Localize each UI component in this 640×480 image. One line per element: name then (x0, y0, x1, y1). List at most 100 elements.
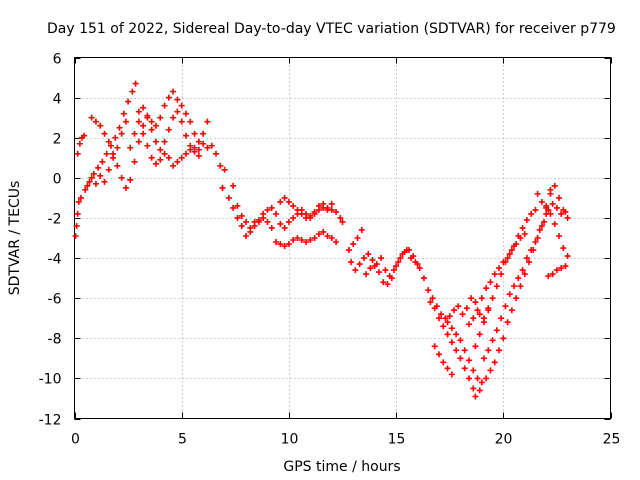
data-point (127, 176, 134, 183)
data-point (157, 114, 164, 121)
data-point (504, 255, 511, 262)
data-point (427, 299, 434, 306)
data-point (243, 232, 250, 239)
data-point (92, 180, 99, 187)
data-point (508, 247, 515, 254)
data-point (285, 241, 292, 248)
data-point (273, 210, 280, 217)
data-point (489, 337, 496, 344)
data-point (204, 144, 211, 151)
data-point (380, 279, 387, 286)
y-tick-label: -10 (39, 372, 62, 388)
data-point (560, 245, 567, 252)
data-point (277, 220, 284, 227)
data-point (526, 259, 533, 266)
data-point (129, 88, 136, 95)
data-point (562, 208, 569, 215)
data-point (73, 222, 80, 229)
y-tick-label: -8 (48, 332, 62, 348)
plot-frame (74, 57, 611, 419)
data-point (178, 118, 185, 125)
data-point (221, 166, 228, 173)
data-point (161, 150, 168, 157)
data-point (74, 210, 81, 217)
data-point (547, 210, 554, 217)
data-point (165, 126, 172, 133)
data-point (354, 235, 361, 241)
data-point (481, 319, 488, 326)
data-point (110, 150, 117, 157)
data-point (453, 331, 460, 338)
data-point (328, 206, 335, 213)
data-point (195, 138, 202, 145)
data-point (298, 210, 305, 217)
data-point (187, 142, 194, 149)
data-point (541, 218, 548, 225)
data-point (337, 214, 344, 221)
data-point (446, 313, 453, 320)
data-point (125, 98, 132, 105)
data-point (420, 275, 427, 282)
data-point (135, 138, 142, 145)
data-point (489, 295, 496, 302)
data-point (195, 146, 202, 153)
data-point (324, 204, 331, 211)
data-point (77, 194, 84, 201)
data-point (440, 323, 447, 330)
data-point (435, 351, 442, 358)
data-point (461, 365, 468, 372)
data-point (496, 265, 503, 272)
data-point (365, 251, 372, 258)
data-point (556, 194, 563, 201)
data-point (472, 393, 479, 400)
data-point (264, 218, 271, 225)
data-point (105, 166, 112, 173)
data-point (390, 267, 397, 274)
data-point (348, 259, 355, 266)
data-point (517, 235, 524, 241)
data-point (132, 80, 139, 87)
data-point (200, 130, 207, 137)
data-point (438, 311, 445, 318)
data-point (474, 307, 481, 314)
data-point (140, 130, 147, 137)
data-point (277, 241, 284, 248)
data-point (367, 265, 374, 272)
data-point (350, 241, 357, 248)
data-point (131, 130, 138, 137)
data-point (234, 214, 241, 221)
data-point (401, 249, 408, 256)
data-point (195, 152, 202, 159)
data-point (152, 138, 159, 145)
data-point (551, 182, 558, 189)
grid-lines (74, 57, 611, 419)
data-point (191, 130, 198, 137)
data-point (311, 235, 318, 241)
data-point (528, 210, 535, 217)
data-point (101, 130, 108, 137)
data-point (238, 212, 245, 219)
data-point (88, 114, 95, 121)
data-point (243, 218, 250, 225)
data-point (328, 235, 335, 241)
data-point (170, 114, 177, 121)
data-point (478, 379, 485, 386)
data-point (435, 315, 442, 322)
data-point (112, 134, 119, 141)
data-point (82, 186, 89, 193)
data-point (72, 232, 79, 239)
data-point (506, 291, 513, 298)
data-point (498, 271, 505, 278)
data-point (217, 162, 224, 169)
data-point (281, 243, 288, 250)
data-point (500, 335, 507, 342)
data-point (200, 140, 207, 147)
data-point (92, 118, 99, 125)
data-point (260, 214, 267, 221)
data-point (545, 273, 552, 280)
data-point (549, 271, 556, 278)
data-point (393, 263, 400, 270)
data-point (281, 194, 288, 201)
data-point (285, 198, 292, 205)
data-point (101, 178, 108, 185)
